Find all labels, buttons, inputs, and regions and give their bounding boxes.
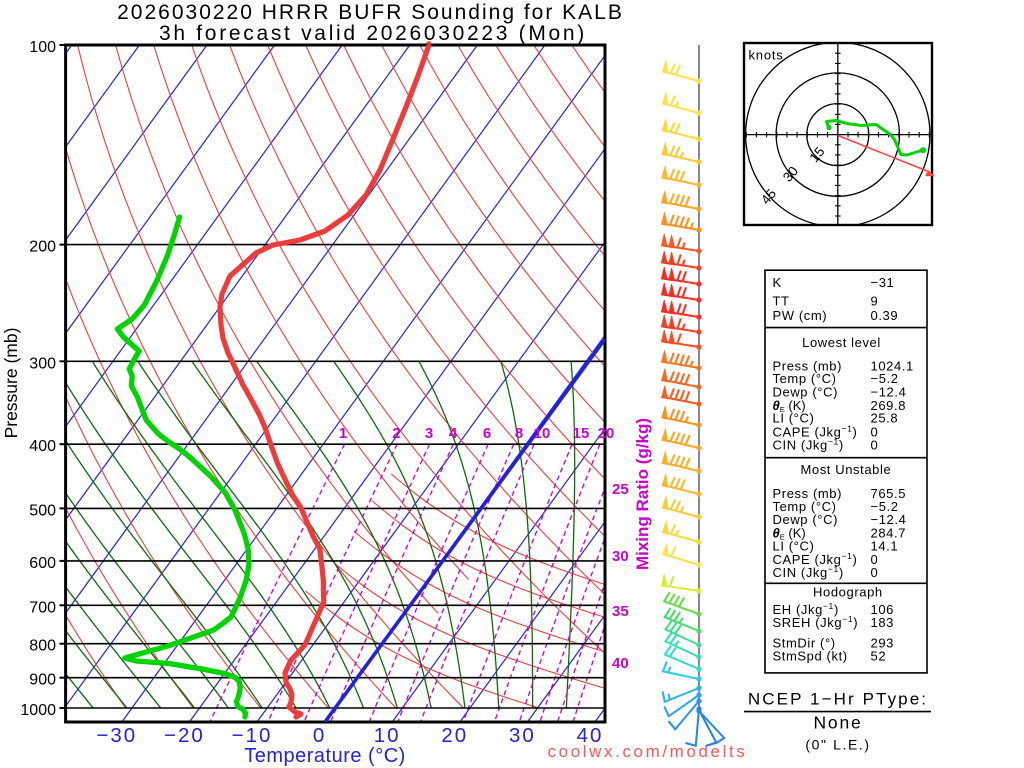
- svg-text:0: 0: [871, 425, 878, 440]
- svg-text:30: 30: [612, 548, 629, 565]
- svg-text:−12.4: −12.4: [871, 512, 907, 527]
- svg-text:CIN (Jkg−1): CIN (Jkg−1): [773, 564, 844, 580]
- svg-text:269.8: 269.8: [871, 398, 907, 413]
- svg-text:600: 600: [29, 555, 56, 572]
- svg-text:40: 40: [612, 655, 629, 672]
- svg-text:2026030220 HRRR BUFR Sounding: 2026030220 HRRR BUFR Sounding for KALB: [117, 1, 624, 24]
- svg-text:NCEP 1−Hr PType:: NCEP 1−Hr PType:: [748, 690, 928, 709]
- svg-text:200: 200: [29, 239, 56, 256]
- svg-text:40: 40: [577, 724, 604, 747]
- svg-text:CAPE (Jkg−1): CAPE (Jkg−1): [773, 551, 858, 567]
- svg-text:45: 45: [758, 186, 779, 207]
- svg-text:30: 30: [509, 724, 536, 747]
- svg-text:StmSpd (kt): StmSpd (kt): [773, 649, 848, 664]
- svg-text:EH (Jkg−1): EH (Jkg−1): [773, 601, 839, 617]
- svg-text:CAPE (Jkg−1): CAPE (Jkg−1): [773, 424, 858, 440]
- svg-text:Mixing Ratio (g/kg): Mixing Ratio (g/kg): [633, 418, 652, 570]
- svg-text:8: 8: [515, 425, 523, 442]
- svg-text:−30: −30: [96, 724, 137, 747]
- svg-text:−5.2: −5.2: [871, 371, 899, 386]
- svg-text:20: 20: [598, 425, 615, 442]
- svg-text:183: 183: [871, 615, 895, 630]
- svg-text:0.39: 0.39: [871, 308, 899, 323]
- svg-text:LI (°C): LI (°C): [773, 539, 815, 554]
- svg-text:Dewp (°C): Dewp (°C): [773, 385, 839, 400]
- svg-text:9: 9: [871, 294, 879, 309]
- svg-text:Temperature (°C): Temperature (°C): [244, 745, 406, 767]
- svg-text:2: 2: [392, 425, 400, 442]
- svg-text:θE (K): θE (K): [773, 525, 806, 541]
- svg-text:30: 30: [780, 164, 801, 185]
- svg-text:Dewp (°C): Dewp (°C): [773, 512, 839, 527]
- svg-text:900: 900: [29, 672, 56, 689]
- svg-text:Lowest level: Lowest level: [802, 335, 881, 350]
- svg-text:θE (K): θE (K): [773, 398, 806, 414]
- svg-text:PW (cm): PW (cm): [773, 308, 828, 323]
- svg-text:−20: −20: [164, 724, 205, 747]
- svg-text:35: 35: [612, 603, 629, 620]
- svg-text:Press (mb): Press (mb): [773, 358, 843, 373]
- svg-text:CIN (Jkg−1): CIN (Jkg−1): [773, 436, 844, 452]
- svg-text:52: 52: [871, 649, 887, 664]
- svg-text:10: 10: [374, 724, 401, 747]
- svg-text:None: None: [813, 713, 862, 733]
- svg-text:400: 400: [29, 438, 56, 455]
- svg-text:0: 0: [871, 565, 878, 580]
- svg-text:0: 0: [313, 724, 326, 747]
- svg-text:TT: TT: [773, 294, 790, 309]
- svg-text:1024.1: 1024.1: [871, 358, 914, 373]
- svg-text:25: 25: [612, 481, 629, 498]
- svg-text:3: 3: [425, 425, 433, 442]
- svg-text:SREH (Jkg−1): SREH (Jkg−1): [773, 614, 859, 630]
- svg-text:Most Unstable: Most Unstable: [800, 462, 891, 477]
- svg-text:Press (mb): Press (mb): [773, 486, 843, 501]
- svg-text:1: 1: [339, 425, 347, 442]
- svg-text:106: 106: [871, 602, 895, 617]
- svg-text:(0" L.E.): (0" L.E.): [805, 737, 870, 753]
- svg-text:25.8: 25.8: [871, 411, 899, 426]
- svg-text:20: 20: [441, 724, 468, 747]
- svg-text:coolwx.com/modelts: coolwx.com/modelts: [548, 742, 748, 761]
- svg-text:4: 4: [449, 425, 458, 442]
- svg-text:15: 15: [806, 144, 827, 165]
- svg-text:0: 0: [871, 552, 878, 567]
- svg-text:StmDir (°): StmDir (°): [773, 635, 836, 650]
- svg-text:−5.2: −5.2: [871, 499, 899, 514]
- svg-text:−31: −31: [871, 275, 895, 290]
- svg-text:10: 10: [534, 425, 551, 442]
- svg-text:Temp (°C): Temp (°C): [773, 371, 837, 386]
- svg-text:1000: 1000: [20, 702, 56, 719]
- svg-text:0: 0: [871, 437, 878, 452]
- svg-text:700: 700: [29, 599, 56, 616]
- svg-text:Temp (°C): Temp (°C): [773, 499, 837, 514]
- svg-text:800: 800: [29, 638, 56, 655]
- svg-text:LI (°C): LI (°C): [773, 411, 815, 426]
- svg-text:15: 15: [573, 425, 590, 442]
- svg-text:293: 293: [871, 635, 895, 650]
- svg-text:Pressure (mb): Pressure (mb): [1, 328, 21, 439]
- svg-text:K: K: [773, 275, 782, 290]
- svg-text:−10: −10: [232, 724, 273, 747]
- svg-text:Hodograph: Hodograph: [813, 585, 883, 600]
- svg-text:3h forecast valid 2026030223 (: 3h forecast valid 2026030223 (Mon): [159, 22, 587, 45]
- svg-text:100: 100: [29, 39, 56, 56]
- svg-text:14.1: 14.1: [871, 539, 899, 554]
- svg-text:300: 300: [29, 355, 56, 372]
- svg-text:knots: knots: [749, 48, 784, 63]
- svg-text:6: 6: [483, 425, 491, 442]
- svg-text:284.7: 284.7: [871, 525, 907, 540]
- svg-text:−12.4: −12.4: [871, 385, 907, 400]
- svg-text:500: 500: [29, 502, 56, 519]
- svg-text:765.5: 765.5: [871, 486, 907, 501]
